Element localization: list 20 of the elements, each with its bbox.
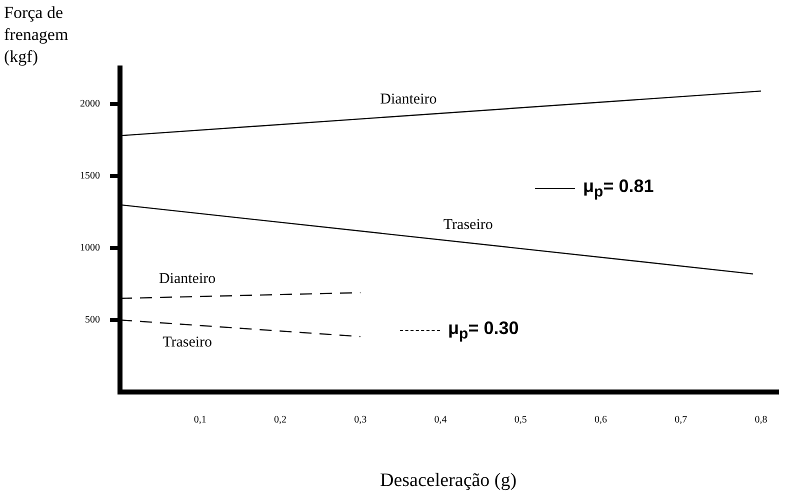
x-tick-label: 0,1 [194,414,206,426]
y-axis-title: Força de frenagem (kgf) [4,2,70,68]
x-axis-title: Desaceleração (g) [380,470,517,492]
x-tick-label: 0,8 [754,414,768,426]
y-tick-label: 1500 [80,170,100,182]
y-tick-label: 500 [85,314,100,326]
x-tick-label: 0,2 [274,414,286,426]
series-label: Traseiro [162,334,212,351]
annotation: μ$_{p}$= 0.81 [583,176,654,201]
series-label: Dianteiro [380,92,437,108]
x-tick-label: 0,3 [354,414,367,426]
x-tick-label: 0,7 [674,414,688,426]
series-label: Traseiro [443,216,493,233]
annotation: μ$_{p}$= 0.30 [448,318,519,343]
x-tick-label: 0,4 [434,414,447,426]
x-tick-label: 0,6 [594,414,607,426]
y-tick-label: 2000 [80,98,100,110]
y-tick-label: 1000 [80,242,100,254]
x-tick-label: 0,5 [514,414,527,426]
series-label: Dianteiro [158,270,216,287]
